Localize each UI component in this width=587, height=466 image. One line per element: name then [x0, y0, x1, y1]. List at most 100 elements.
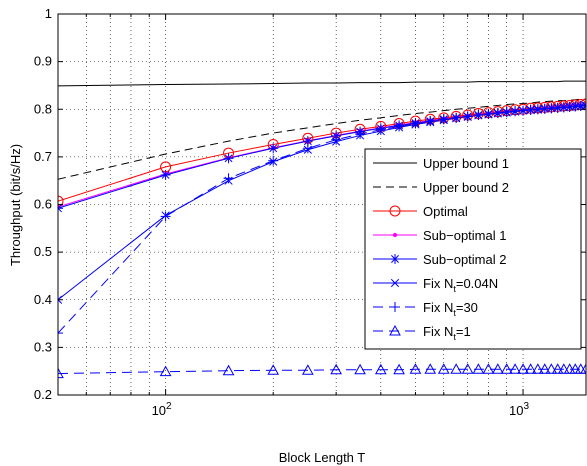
marker-triangle: [450, 363, 463, 374]
marker-plus: [451, 112, 462, 123]
data-point: [224, 154, 233, 163]
marker-triangle: [563, 363, 576, 374]
marker-triangle: [389, 324, 401, 336]
data-point: [374, 363, 387, 375]
legend-label: Fix Nt=30: [423, 300, 478, 318]
data-point: [222, 364, 235, 376]
marker-plus: [462, 111, 473, 122]
marker-triangle: [517, 363, 529, 374]
data-point: [390, 278, 400, 288]
marker-plus: [390, 302, 400, 312]
marker-asterisk: [302, 136, 313, 147]
marker-triangle: [500, 363, 513, 374]
data-point: [557, 363, 570, 374]
legend: Upper bound 1 Upper bound 2 Optimal Sub−opt…: [364, 148, 582, 350]
marker-triangle: [267, 364, 280, 375]
data-point: [472, 363, 485, 374]
legend-label: Optimal: [423, 204, 468, 219]
marker-plus: [268, 155, 279, 166]
marker-triangle: [580, 363, 586, 374]
legend-label: Upper bound 1: [423, 156, 509, 171]
legend-label: Fix Nt=1: [423, 324, 471, 342]
marker-plus: [58, 328, 63, 339]
marker-triangle: [58, 367, 64, 379]
data-point: [532, 363, 544, 374]
marker-triangle: [545, 363, 558, 374]
marker-plus: [331, 134, 342, 145]
marker-plus: [438, 114, 449, 125]
data-point: [551, 363, 564, 374]
series-line: [58, 368, 586, 375]
series-line: [58, 80, 586, 87]
data-point: [58, 204, 62, 210]
data-point: [161, 171, 170, 179]
y-tick-label: 1: [45, 6, 52, 21]
data-point: [392, 232, 398, 238]
data-point: [58, 207, 62, 213]
legend-label: Sub−optimal 2: [423, 252, 506, 267]
data-point: [517, 363, 529, 374]
data-point: [354, 363, 366, 375]
y-tick-label: 0.7: [34, 149, 52, 164]
legend-label: Sub−optimal 1: [423, 228, 506, 243]
axis-ticks: 0.2 0.3 0.4 0.5 0.6 0.7 0.8 0.9 1 102 103: [34, 6, 586, 418]
marker-x: [390, 278, 400, 288]
marker-triangle: [159, 365, 172, 377]
data-point: [58, 367, 64, 379]
marker-plus: [492, 108, 503, 119]
data-point: [581, 105, 586, 111]
data-point: [267, 364, 280, 375]
data-point: [545, 363, 558, 374]
data-point: [509, 363, 521, 374]
marker-plus: [375, 124, 386, 135]
data-point: [482, 363, 495, 374]
marker-triangle: [461, 363, 474, 374]
marker-triangle: [491, 363, 504, 374]
marker-asterisk: [223, 153, 234, 164]
series-line: [58, 98, 586, 180]
x-tick-label: 102: [152, 401, 172, 418]
data-point: [391, 255, 399, 263]
y-axis-label: Throughput (bit/s/Hz): [8, 144, 23, 266]
data-point: [491, 363, 504, 374]
data-point: [437, 363, 450, 374]
data-point: [538, 363, 551, 374]
series-markers: [58, 98, 586, 379]
data-point: [389, 324, 401, 336]
marker-circle: [58, 195, 64, 207]
y-tick-label: 0.4: [34, 292, 52, 307]
data-point: [563, 363, 576, 374]
marker-plus: [581, 100, 586, 111]
marker-triangle: [509, 363, 521, 374]
data-point: [393, 363, 405, 375]
marker-plus: [223, 173, 234, 184]
x-tick-label: 103: [509, 401, 529, 418]
data-point: [159, 365, 172, 377]
marker-triangle: [551, 363, 564, 374]
marker-plus: [473, 109, 484, 120]
marker-triangle: [538, 363, 551, 374]
marker-x: [58, 295, 63, 304]
y-tick-label: 0.6: [34, 197, 52, 212]
data-point: [330, 363, 343, 375]
marker-triangle: [330, 363, 343, 375]
legend-label: Upper bound 2: [423, 180, 509, 195]
y-tick-label: 0.2: [34, 387, 52, 402]
marker-triangle: [482, 363, 495, 374]
data-point: [58, 195, 64, 207]
marker-asterisk: [58, 203, 63, 214]
data-point: [389, 205, 401, 217]
marker-plus: [394, 121, 405, 132]
y-tick-label: 0.8: [34, 101, 52, 116]
data-point: [409, 363, 422, 374]
marker-dot: [392, 232, 398, 238]
marker-plus: [483, 109, 494, 120]
marker-asterisk: [160, 169, 171, 180]
data-point: [58, 299, 63, 304]
marker-asterisk: [268, 143, 279, 154]
data-point: [581, 101, 586, 107]
marker-plus: [425, 116, 436, 127]
marker-triangle: [374, 363, 387, 375]
data-point: [524, 363, 537, 374]
